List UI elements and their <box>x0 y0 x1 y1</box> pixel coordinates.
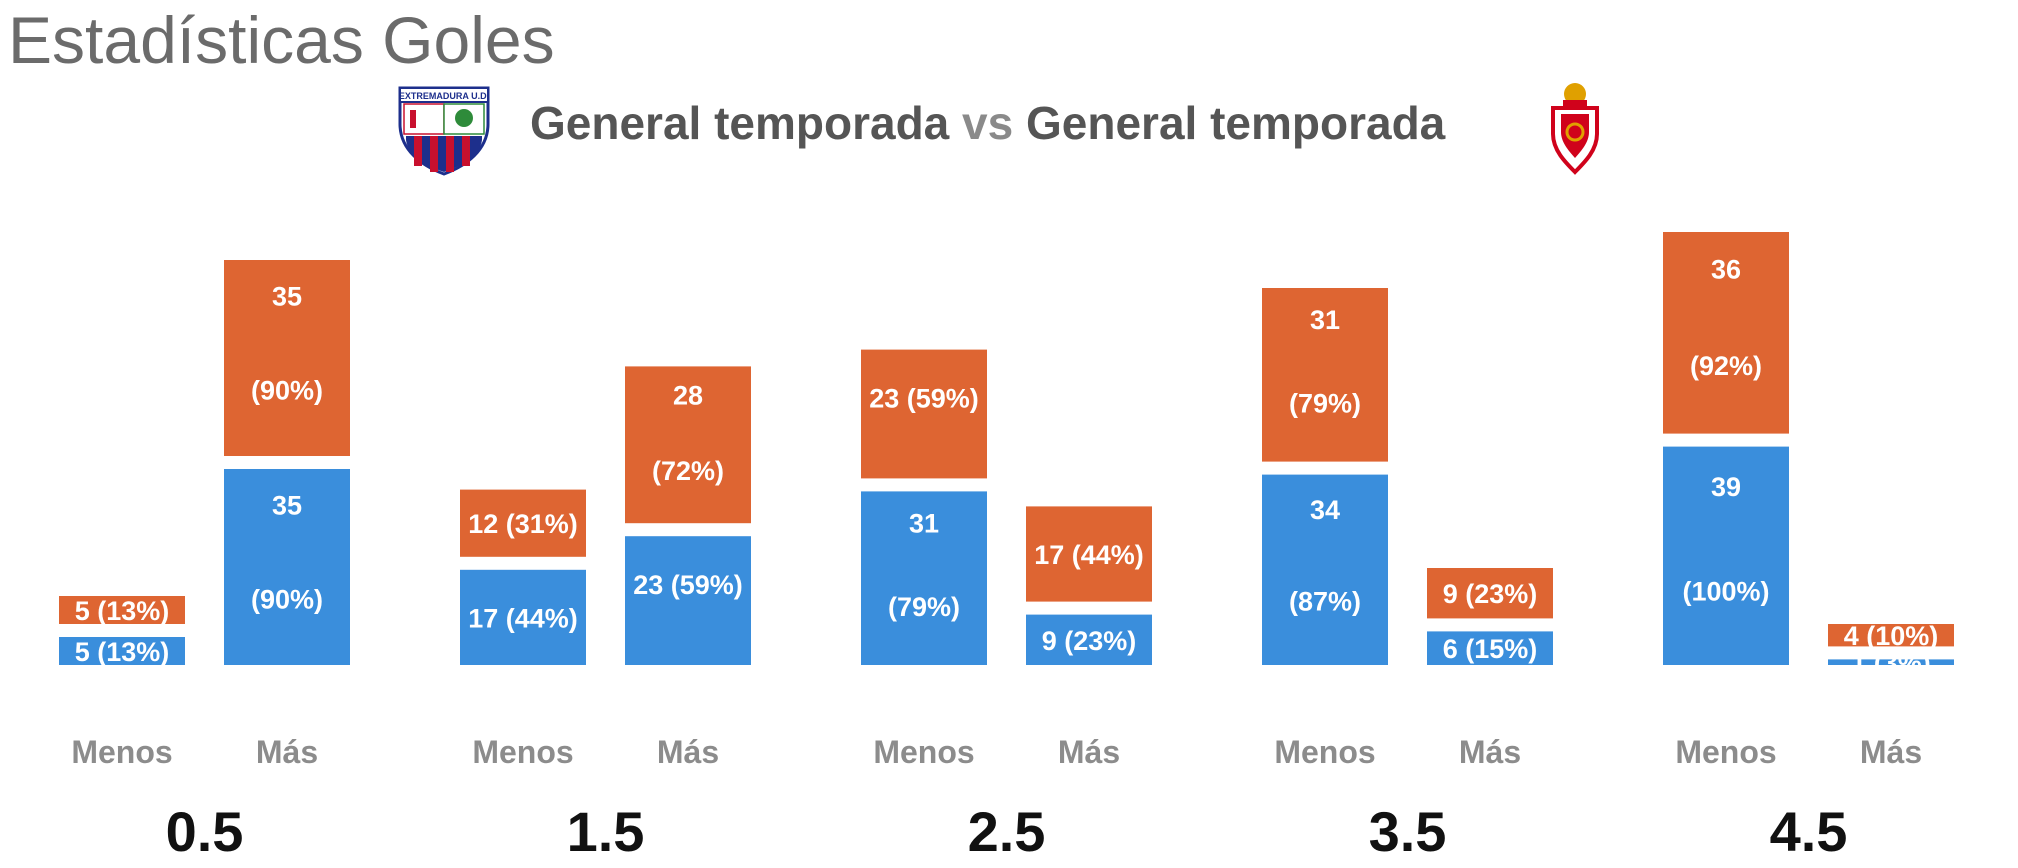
data-label-top-line: (79%) <box>1289 389 1361 419</box>
bar-segment-bottom <box>59 637 185 665</box>
bar-segment-bottom <box>460 569 586 665</box>
data-label-top: 17 (44%) <box>1034 540 1144 570</box>
category-label: Menos <box>1274 734 1375 770</box>
bar-segment-top <box>861 349 987 479</box>
bar-segment-top <box>1828 624 1954 647</box>
data-label-bottom: 5 (13%) <box>75 637 170 667</box>
category-label: Menos <box>71 734 172 770</box>
data-label-bottom-line: (90%) <box>251 584 323 614</box>
category-label: Menos <box>1675 734 1776 770</box>
threshold-label: 0.5 <box>166 800 244 863</box>
data-label-top: 23 (59%) <box>869 384 979 414</box>
bar-segment-bottom <box>1427 631 1553 665</box>
bar-segment-top <box>1262 288 1388 462</box>
category-label: Más <box>256 734 318 770</box>
category-label: Menos <box>472 734 573 770</box>
page-title: Estadísticas Goles <box>8 3 555 77</box>
bar-segment-top <box>1427 568 1553 619</box>
bar-segment-bottom <box>1663 446 1789 665</box>
home-scope-label: General temporada <box>530 97 950 149</box>
bar-segment-top <box>59 596 185 624</box>
data-label-bottom-line: (87%) <box>1289 586 1361 616</box>
away-scope-label: General temporada <box>1026 97 1446 149</box>
crest-text: EXTREMADURA U.D. <box>399 91 489 101</box>
bar-segment-bottom <box>625 536 751 665</box>
bar-segment-bottom <box>1262 474 1388 665</box>
data-label-bottom-line: (100%) <box>1682 577 1769 607</box>
data-label-bottom: 9 (23%) <box>1042 626 1137 656</box>
bar-segment-top <box>625 366 751 524</box>
category-label: Más <box>657 734 719 770</box>
bar-segment-bottom <box>1828 659 1954 665</box>
bar-segment-top <box>1026 506 1152 602</box>
data-label-top: 4 (10%) <box>1844 621 1939 651</box>
data-label-top-line: (72%) <box>652 456 724 486</box>
data-label-top: 9 (23%) <box>1443 579 1538 609</box>
data-label-bottom: 17 (44%) <box>468 603 578 633</box>
vs-label: vs <box>962 97 1014 149</box>
category-label: Más <box>1459 734 1521 770</box>
category-label: Más <box>1860 734 1922 770</box>
bar-segment-top <box>460 489 586 557</box>
data-label-bottom: 1 (3%) <box>1851 648 1931 678</box>
threshold-label: 1.5 <box>567 800 645 863</box>
data-label-top: 5 (13%) <box>75 596 170 626</box>
data-label-top-line: (90%) <box>251 375 323 405</box>
category-label: Menos <box>873 734 974 770</box>
sporting-gijon-crest-icon <box>1551 83 1599 175</box>
threshold-label: 2.5 <box>968 800 1046 863</box>
bar-segment-bottom <box>1026 614 1152 665</box>
bar-segment-bottom <box>861 491 987 665</box>
data-label-bottom: 23 (59%) <box>633 570 743 600</box>
threshold-label: 3.5 <box>1369 800 1447 863</box>
bar-segment-top <box>224 260 350 456</box>
comparison-header: General temporada vs General temporada <box>530 96 1445 150</box>
data-label-bottom: 6 (15%) <box>1443 634 1538 664</box>
threshold-label: 4.5 <box>1770 800 1848 863</box>
extremadura-ud-crest-icon: EXTREMADURA U.D. <box>398 86 490 176</box>
category-label: Más <box>1058 734 1120 770</box>
data-label-bottom-line: (79%) <box>888 592 960 622</box>
data-label-top-line: (92%) <box>1690 351 1762 381</box>
bar-segment-bottom <box>224 469 350 665</box>
data-label-top: 12 (31%) <box>468 509 578 539</box>
bar-segment-top <box>1663 232 1789 434</box>
